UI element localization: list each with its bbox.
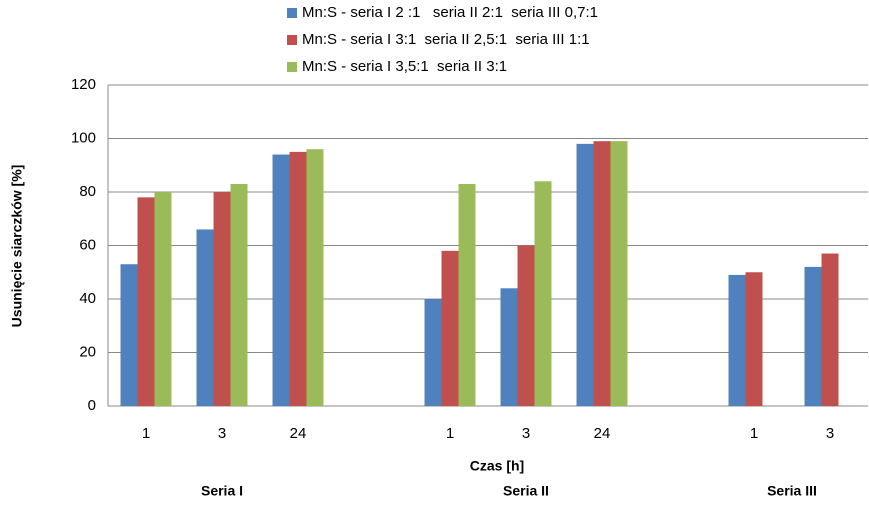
y-axis-label: Usunięcie siarczków [%] (9, 165, 25, 328)
bar (745, 272, 763, 406)
y-tick-label: 60 (79, 236, 96, 253)
bar (728, 274, 746, 406)
y-tick-label: 20 (79, 343, 96, 360)
bar (213, 192, 231, 406)
group-label: Seria II (503, 483, 549, 499)
x-tick-label: 24 (290, 425, 307, 442)
bar (196, 229, 214, 406)
bar (821, 253, 839, 406)
bar (517, 245, 535, 406)
legend-label: Mn:S - seria I 2 :1 seria II 2:1 seria I… (302, 4, 598, 21)
group-label: Seria I (201, 483, 243, 499)
y-tick-label: 0 (88, 397, 96, 414)
bar (441, 250, 459, 406)
bar (154, 192, 172, 406)
bar (593, 141, 611, 407)
bar (272, 154, 290, 406)
x-tick-label: 1 (142, 425, 150, 442)
x-tick-label: 3 (522, 425, 530, 442)
y-tick-label: 120 (71, 76, 96, 93)
x-tick-label: 3 (826, 425, 834, 442)
bar (500, 288, 518, 406)
x-tick-label: 24 (594, 425, 611, 442)
group-label: Seria III (767, 483, 817, 499)
x-axis-label: Czas [h] (470, 458, 524, 474)
bar (120, 264, 138, 406)
bar (610, 141, 628, 407)
bar (137, 197, 155, 406)
legend-swatch (287, 8, 297, 18)
legend-swatch (287, 35, 297, 45)
x-tick-label: 1 (446, 425, 454, 442)
y-tick-label: 100 (71, 129, 96, 146)
bar (576, 143, 594, 406)
x-tick-label: 1 (750, 425, 758, 442)
legend-label: Mn:S - seria I 3:1 seria II 2,5:1 seria … (302, 31, 590, 48)
bar (458, 183, 476, 406)
bar (289, 151, 307, 406)
y-tick-label: 80 (79, 183, 96, 200)
bar (306, 149, 324, 406)
legend-swatch (287, 62, 297, 72)
bar (424, 299, 442, 406)
x-tick-label: 3 (218, 425, 226, 442)
bar (230, 183, 248, 406)
bar (804, 266, 822, 406)
legend-label: Mn:S - seria I 3,5:1 seria II 3:1 (302, 58, 507, 75)
y-tick-label: 40 (79, 290, 96, 307)
bar (534, 181, 552, 406)
